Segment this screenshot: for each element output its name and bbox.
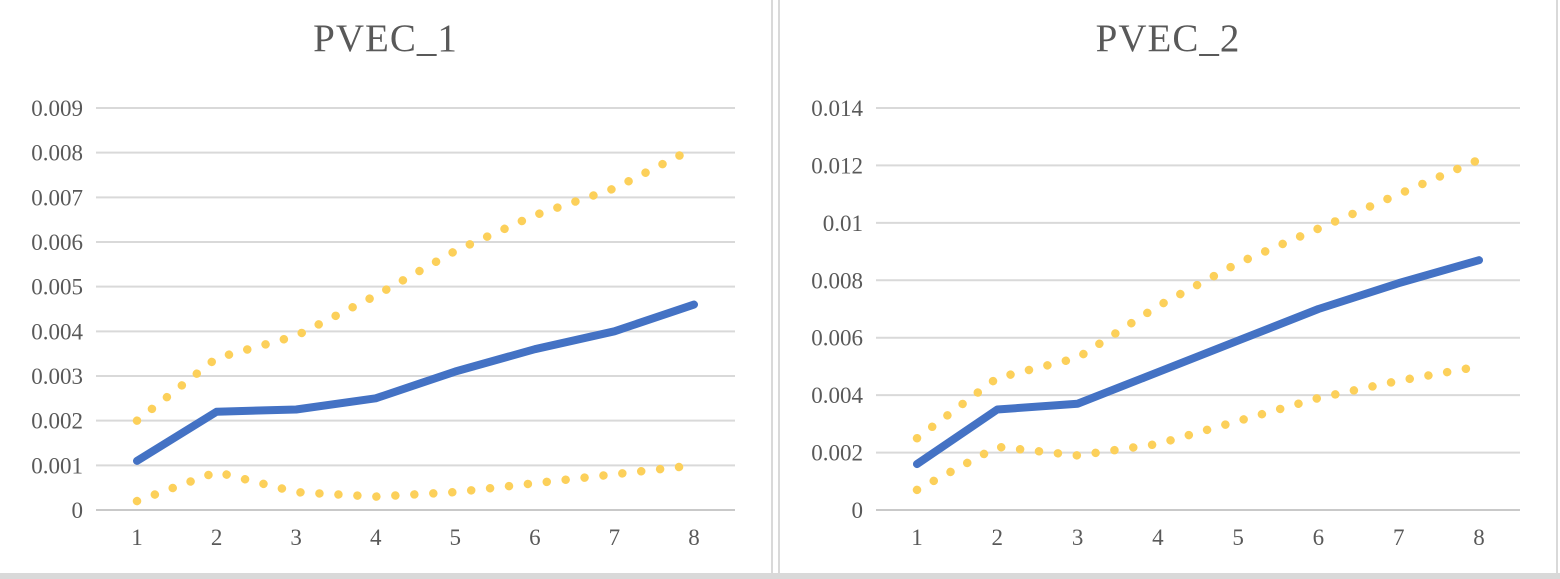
bottom-edge-bar (0, 573, 1560, 579)
x-tick-label: 4 (370, 525, 382, 550)
x-tick-label: 8 (688, 525, 700, 550)
y-tick-label: 0.007 (31, 185, 83, 210)
y-tick-label: 0.008 (811, 268, 863, 293)
chart-svg: 0 0.001 0.002 0.003 0.004 0.005 0.006 0.007 0.00… (31, 96, 735, 550)
y-tick-label: 0.012 (811, 153, 863, 178)
chart-title-pvec2: PVEC_2 (1095, 17, 1241, 60)
chart-title-pvec1: PVEC_1 (313, 17, 458, 60)
x-tick-label: 8 (1473, 525, 1485, 550)
y-tick-label: 0.014 (811, 96, 863, 121)
x-tick-label: 6 (529, 525, 541, 550)
x-tick-label: 3 (290, 525, 302, 550)
x-tick-label: 1 (911, 525, 923, 550)
y-tick-label: 0.002 (31, 409, 83, 434)
chart-panel-pvec1: PVEC_1 0 0.001 0.002 0.003 0.004 0.005 0.006 0.… (0, 0, 773, 573)
series-mean (133, 300, 698, 465)
y-tick-label: 0.004 (811, 383, 863, 408)
x-tick-label: 7 (609, 525, 621, 550)
x-tick-label: 2 (992, 525, 1004, 550)
y-tick-label: 0.002 (811, 441, 863, 466)
x-tick-label: 5 (1232, 525, 1244, 550)
y-tick-label: 0.005 (31, 275, 83, 300)
plot-area-pvec1: 0 0.001 0.002 0.003 0.004 0.005 0.006 0.007 0.00… (0, 0, 771, 573)
chart-panel-pvec2: PVEC_2 0 0.002 0.004 0.006 0.008 0.01 0.012 0.0… (778, 0, 1558, 573)
y-tick-label: 0.008 (31, 141, 83, 166)
y-tick-label: 0.009 (31, 96, 83, 121)
y-tick-label: 0 (72, 498, 84, 523)
y-tick-label: 0.004 (31, 319, 83, 344)
y-tick-label: 0.01 (823, 211, 863, 236)
x-tick-label: 3 (1072, 525, 1084, 550)
y-tick-label: 0.001 (31, 453, 83, 478)
y-tick-label: 0 (852, 498, 864, 523)
y-tick-label: 0.006 (811, 326, 863, 351)
series-upper-band (912, 155, 1484, 443)
x-tick-label: 7 (1393, 525, 1405, 550)
x-tick-label: 5 (450, 525, 462, 550)
x-tick-label: 6 (1313, 525, 1325, 550)
series-upper-band (132, 143, 699, 425)
plot-area-pvec2: 0 0.002 0.004 0.006 0.008 0.01 0.012 0.014 1 2 3 4 5… (780, 0, 1556, 573)
series-mean (913, 256, 1483, 469)
series-lower-band (912, 362, 1484, 495)
x-tick-label: 1 (131, 525, 143, 550)
x-tick-label: 4 (1152, 525, 1164, 550)
x-tick-label: 2 (211, 525, 223, 550)
series-lower-band (132, 461, 699, 506)
chart-svg: 0 0.002 0.004 0.006 0.008 0.01 0.012 0.014 1 2 3 4 5… (811, 96, 1520, 550)
y-tick-label: 0.006 (31, 230, 83, 255)
y-tick-label: 0.003 (31, 364, 83, 389)
